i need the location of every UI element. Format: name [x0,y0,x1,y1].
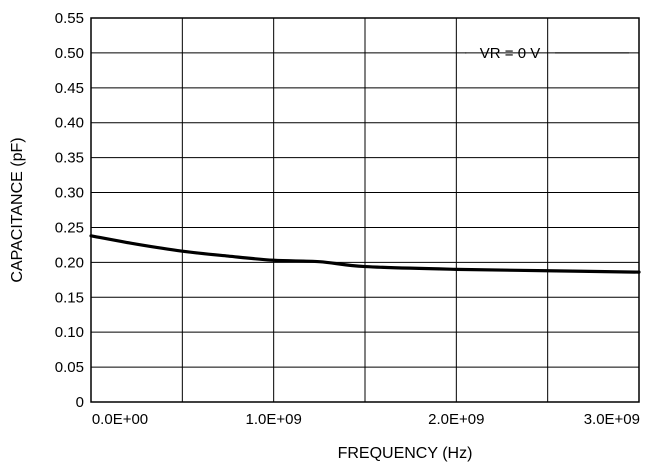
y-tick-label: 0.50 [55,45,84,62]
x-tick-label: 1.0E+09 [246,411,302,428]
y-tick-label: 0.55 [55,10,84,27]
y-tick-labels: 0 0.05 0.10 0.15 0.20 0.25 0.30 0.35 0.40 0.45 0.5… [55,10,84,411]
x-tick-label: 3.0E+09 [584,411,640,428]
y-tick-label: 0.25 [55,219,84,236]
y-tick-label: 0.20 [55,254,84,271]
series-layer [89,234,641,274]
plot-frame [90,17,640,403]
y-tick-label: 0.45 [55,80,84,97]
y-tick-label: 0.40 [55,115,84,132]
x-tick-label: 0.0E+00 [92,411,148,428]
y-tick-label: 0.05 [55,359,84,376]
y-tick-label: 0.30 [55,185,84,202]
y-axis-label: CAPACITANCE (pF) [9,137,26,282]
capacitance-series-line [89,234,641,274]
x-axis-label: FREQUENCY (Hz) [338,445,473,462]
y-tick-label: 0.10 [55,324,84,341]
y-tick-label: 0.35 [55,150,84,167]
x-tick-label: 2.0E+09 [428,411,484,428]
gridlines [90,17,640,403]
y-tick-label: 0.15 [55,289,84,306]
annotation-group: VR = 0 V [465,45,629,62]
annotation-vr: VR = 0 V [480,45,540,62]
x-tick-labels: 0.0E+00 1.0E+09 2.0E+09 3.0E+09 [92,411,640,428]
y-tick-label: 0 [76,394,84,411]
